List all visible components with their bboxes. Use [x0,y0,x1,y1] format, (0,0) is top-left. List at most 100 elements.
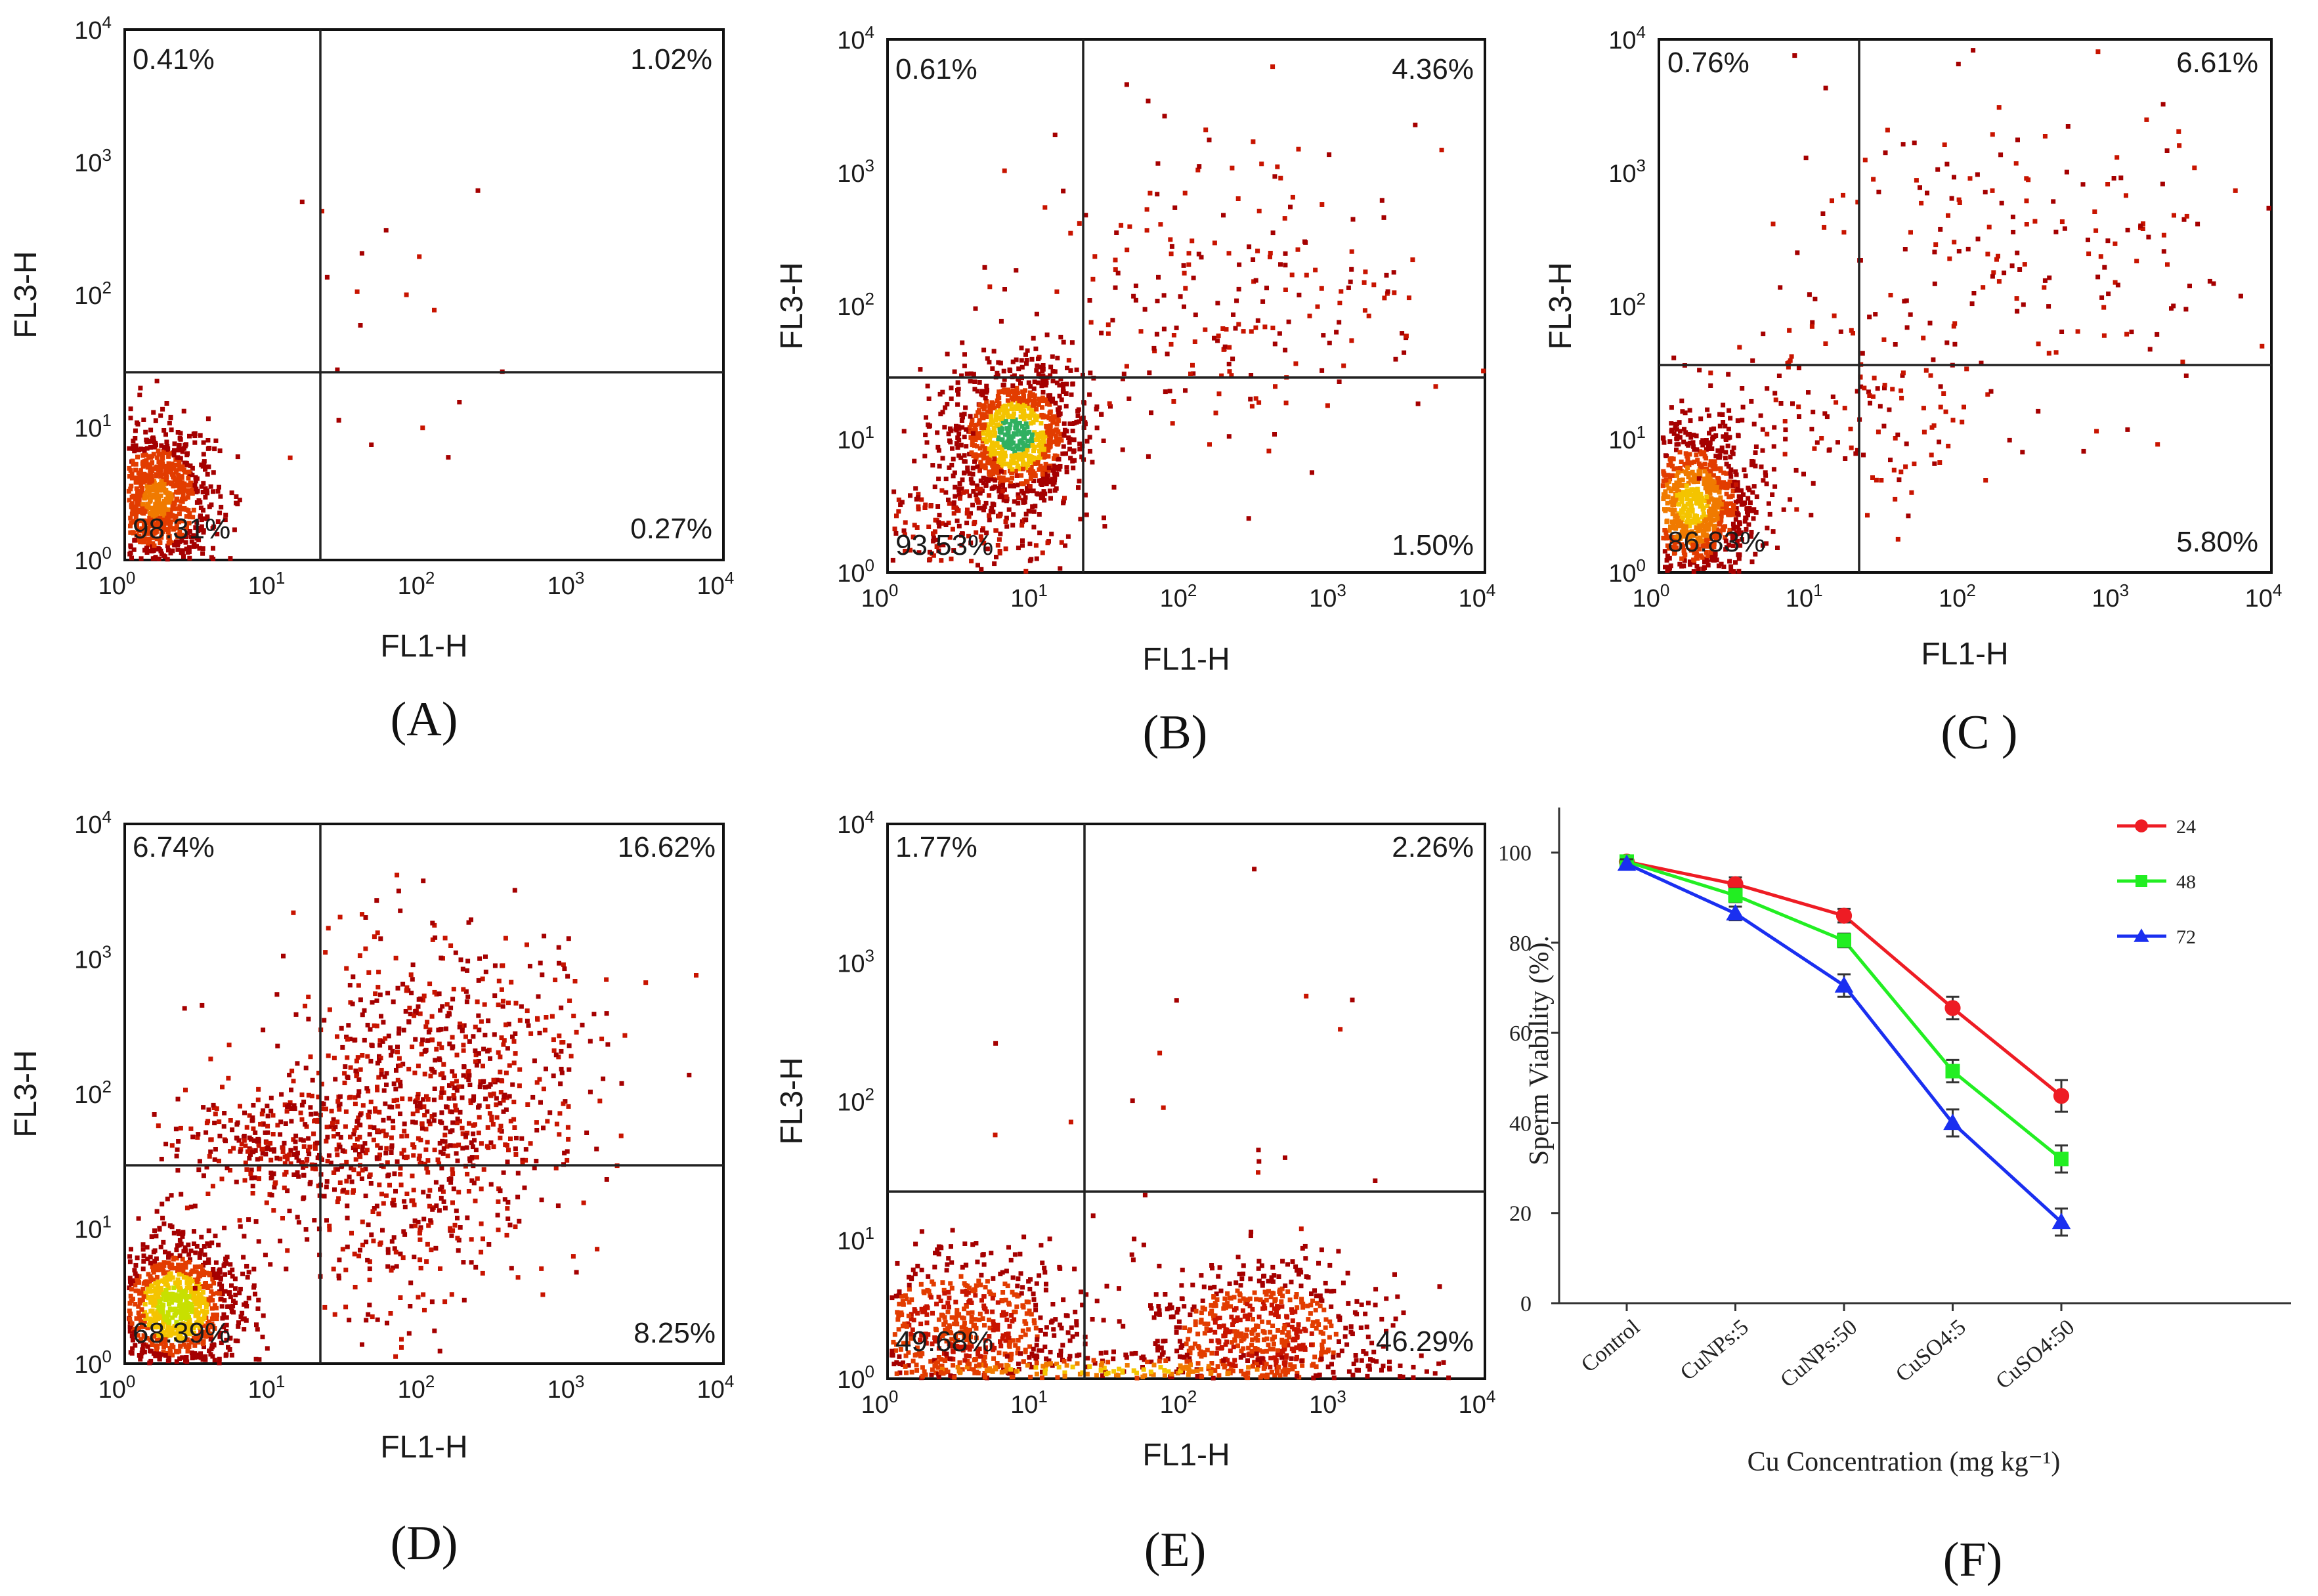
event-dot [489,1117,494,1123]
event-dot [217,1291,222,1296]
event-dot [2155,442,2160,447]
event-dot [1879,478,1884,483]
event-dot [956,486,962,491]
quadrant-upper-right: 1.02% [630,43,712,75]
event-dot [618,1133,624,1138]
event-dot [1014,388,1019,393]
event-dot [395,1104,400,1109]
event-dot [1349,249,1354,254]
event-dot [976,506,981,511]
event-dot [127,1308,132,1314]
event-dot [1698,473,1703,479]
event-dot [1669,421,1674,426]
event-dot [465,959,471,964]
event-dot [144,1312,149,1318]
event-dot [142,1334,147,1339]
event-dot [903,548,908,553]
event-dot [287,1073,292,1077]
event-dot [178,480,183,485]
event-dot [2062,226,2067,231]
event-dot [1054,289,1060,294]
event-dot [208,1283,213,1289]
event-dot [1169,244,1174,249]
event-dot [1004,444,1009,450]
event-dot [1016,492,1021,497]
event-dot [148,1348,153,1354]
event-dot [2101,305,2107,310]
event-dot [293,1012,299,1017]
event-dot [291,910,296,915]
event-dot [220,1316,225,1321]
event-dot [2164,148,2170,153]
event-dot [313,1111,318,1116]
event-dot [151,1249,156,1255]
event-dot [1681,550,1686,555]
event-dot [1005,398,1010,403]
event-dot [296,1220,301,1225]
event-dot [1771,444,1776,449]
event-dot [993,431,998,436]
event-dot [992,452,997,457]
event-dot [1673,495,1679,500]
event-dot [1413,122,1418,127]
event-dot [137,1280,141,1285]
event-dot [135,476,140,481]
event-dot [998,469,1004,474]
event-dot [1013,469,1018,473]
event-dot [1949,196,1954,201]
event-dot [353,1157,358,1162]
event-dot [492,993,498,999]
event-dot [2177,143,2182,148]
event-dot [981,456,986,461]
event-dot [391,1197,397,1203]
event-dot [442,1139,448,1144]
event-dot [1921,429,1927,435]
event-dot [180,1312,185,1318]
event-dot [1035,363,1040,368]
event-dot [205,514,210,519]
event-dot [448,943,454,948]
event-dot [473,1048,478,1053]
event-dot [1702,454,1707,459]
event-dot [1698,416,1704,421]
event-dot [160,501,165,506]
event-dot [561,1040,566,1045]
event-dot [186,508,191,513]
event-dot [246,1217,251,1222]
event-dot [968,429,974,435]
event-dot [1155,299,1160,303]
event-dot [142,1319,147,1324]
event-dot [200,1299,204,1304]
event-dot [1709,446,1715,451]
event-dot [2172,213,2176,218]
event-dot [1691,433,1696,438]
event-dot [177,483,182,488]
event-dot [992,561,997,567]
event-dot [410,1173,415,1178]
event-dot [1385,289,1390,294]
event-dot [1734,530,1739,536]
event-dot [372,1023,377,1028]
event-dot [1019,358,1024,363]
event-dot [224,1329,229,1333]
event-dot [951,548,956,553]
event-dot [483,1096,488,1102]
event-dot [437,1161,442,1167]
event-dot [193,525,198,530]
event-dot [187,1324,192,1329]
event-dot [1713,454,1719,459]
event-dot [181,1262,186,1268]
event-dot [1011,512,1016,517]
event-dot [968,371,974,376]
event-dot [1724,545,1729,550]
event-dot [153,504,158,509]
event-dot [977,453,982,458]
event-dot [406,1019,412,1024]
event-dot [206,1297,211,1302]
event-dot [360,1242,365,1247]
event-dot [221,1312,226,1317]
event-dot [1021,498,1026,503]
event-dot [1402,350,1407,355]
event-dot [1035,431,1040,437]
event-dot [210,1184,215,1189]
